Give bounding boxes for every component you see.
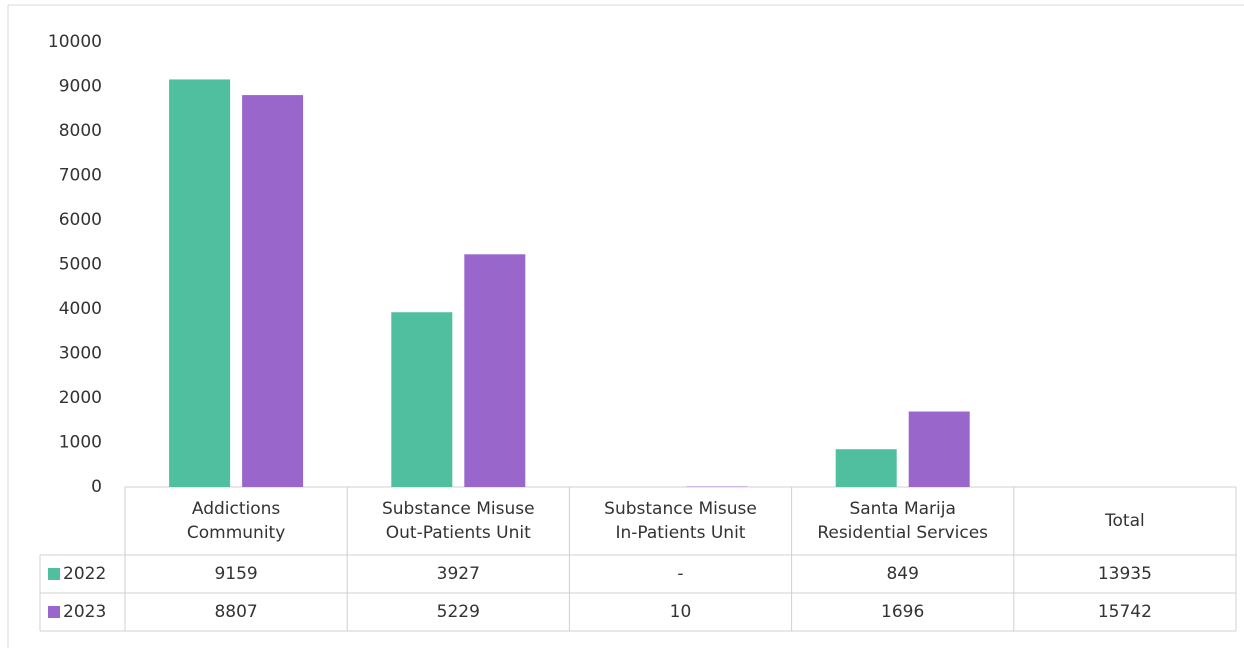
legend-label: 2023 bbox=[63, 602, 107, 622]
category-label: Total bbox=[1105, 511, 1145, 531]
legend-entry: 2022 bbox=[40, 555, 125, 593]
table-value: 15742 bbox=[1097, 602, 1152, 622]
y-tick-label: 3000 bbox=[59, 344, 102, 364]
category-label: Substance Misuse In-Patients Unit bbox=[604, 499, 757, 543]
y-tick-label: 9000 bbox=[59, 77, 102, 97]
bar bbox=[464, 254, 526, 487]
bar bbox=[242, 95, 304, 487]
table-value: 10 bbox=[669, 602, 692, 622]
y-tick-label: 8000 bbox=[59, 121, 102, 141]
y-tick-label: 0 bbox=[91, 477, 102, 497]
category-label: Santa Marija Residential Services bbox=[817, 499, 989, 543]
category-label: Addictions Community bbox=[186, 499, 286, 543]
y-tick-label: 5000 bbox=[59, 255, 102, 275]
category-label: Substance Misuse Out-Patients Unit bbox=[381, 499, 535, 543]
table-value: 5229 bbox=[436, 602, 480, 622]
bar bbox=[169, 79, 231, 487]
y-tick-label: 6000 bbox=[59, 210, 102, 230]
y-tick-label: 4000 bbox=[59, 299, 102, 319]
legend-entry: 2023 bbox=[40, 593, 125, 631]
table-value: - bbox=[677, 564, 684, 584]
bar bbox=[391, 312, 453, 487]
bar bbox=[908, 411, 970, 487]
table-value: 849 bbox=[886, 564, 919, 584]
legend-swatch bbox=[48, 606, 60, 618]
legend-swatch bbox=[48, 568, 60, 580]
y-tick-label: 7000 bbox=[59, 166, 102, 186]
table-value: 13935 bbox=[1097, 564, 1152, 584]
table-value: 8807 bbox=[214, 602, 258, 622]
table-value: 1696 bbox=[881, 602, 925, 622]
y-tick-label: 2000 bbox=[59, 388, 102, 408]
y-tick-label: 1000 bbox=[59, 433, 102, 453]
bar bbox=[835, 449, 897, 487]
y-tick-label: 10000 bbox=[48, 32, 102, 52]
table-value: 3927 bbox=[436, 564, 480, 584]
legend-label: 2022 bbox=[63, 564, 107, 584]
table-value: 9159 bbox=[214, 564, 258, 584]
